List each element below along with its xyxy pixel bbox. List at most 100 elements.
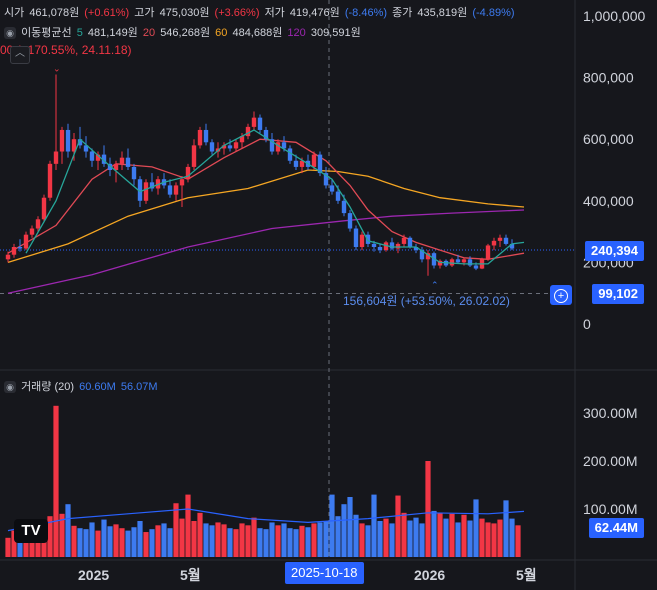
- candle-body: [65, 129, 71, 152]
- candle-body: [371, 243, 377, 247]
- high-label: 고가: [134, 7, 155, 19]
- price-tick-label: 600,000: [583, 131, 634, 147]
- candle-body: [83, 145, 89, 152]
- candle-body: [341, 200, 347, 214]
- candle-body: [203, 129, 209, 143]
- volume-bar: [443, 518, 449, 557]
- volume-bar: [431, 510, 437, 557]
- volume-bar: [509, 518, 515, 557]
- price-tick-label: 1,000,000: [583, 8, 645, 24]
- eye-icon[interactable]: ◉: [4, 27, 16, 40]
- candle-body: [11, 247, 17, 255]
- candle-body: [77, 139, 83, 146]
- volume-bar: [281, 523, 287, 557]
- candle-body: [269, 139, 275, 152]
- candle-body: [419, 250, 425, 260]
- candle-body: [149, 182, 155, 189]
- candle-body: [509, 243, 515, 249]
- volume-bar: [185, 494, 191, 557]
- candle-body: [299, 160, 305, 167]
- price-tick-label: 800,000: [583, 70, 634, 86]
- candle-body: [89, 151, 95, 161]
- candle-body: [53, 151, 59, 164]
- volume-bar: [143, 532, 149, 557]
- high-marker-arrow: ⌄: [53, 64, 61, 74]
- candle-body: [437, 260, 443, 266]
- candle-body: [257, 117, 263, 130]
- candle-body: [107, 163, 113, 170]
- candle-body: [47, 163, 53, 198]
- high-pct: (+3.66%): [214, 7, 260, 19]
- candle-body: [35, 219, 41, 229]
- volume-bar: [491, 523, 497, 557]
- volume-bar: [383, 518, 389, 557]
- close-label: 종가: [392, 7, 413, 19]
- ma5-value: 481,149원: [87, 27, 138, 39]
- volume-bar: [365, 525, 371, 557]
- volume-bar: [311, 523, 317, 557]
- candle-body: [209, 142, 215, 152]
- volume-ma1: 60.60M: [79, 381, 116, 393]
- candle-body: [17, 247, 23, 249]
- candle-body: [365, 234, 371, 244]
- candle-body: [455, 259, 461, 263]
- volume-bar: [515, 525, 521, 557]
- ma60-period: 60: [215, 27, 228, 39]
- candle-body: [347, 213, 353, 229]
- volume-bar: [179, 518, 185, 557]
- volume-bar: [251, 517, 257, 557]
- ma5-line: [25, 129, 525, 265]
- volume-bar: [329, 494, 335, 557]
- candle-body: [461, 259, 467, 263]
- close-pct: (-4.89%): [472, 7, 515, 19]
- candle-body: [167, 185, 173, 195]
- ohlc-legend: 시가 461,078원 (+0.61%) 고가 475,030원 (+3.66%…: [4, 4, 517, 20]
- volume-bar: [173, 503, 179, 557]
- volume-bar: [287, 528, 293, 557]
- volume-bar: [107, 526, 113, 557]
- candle-body: [287, 148, 293, 161]
- volume-bar: [377, 521, 383, 557]
- candle-body: [485, 245, 491, 260]
- chevron-up-icon[interactable]: ︿: [10, 46, 30, 64]
- ma120-line: [7, 209, 525, 294]
- last-price-badge: 240,394: [585, 241, 644, 261]
- volume-bar: [215, 522, 221, 557]
- candle-body: [407, 237, 413, 247]
- volume-bar: [245, 525, 251, 557]
- volume-bar: [299, 525, 305, 557]
- low-value: 419,476원: [289, 7, 340, 19]
- volume-bar: [359, 523, 365, 557]
- candle-body: [317, 154, 323, 174]
- volume-bar: [137, 521, 143, 557]
- volume-bar: [125, 530, 131, 557]
- open-pct: (+0.61%): [84, 7, 130, 19]
- volume-bar: [155, 525, 161, 557]
- ma120-period: 120: [287, 27, 306, 39]
- high-marker-label: 00 (+170.55%, 24.11.18): [0, 43, 132, 57]
- candle-body: [275, 142, 281, 152]
- candle-body: [353, 228, 359, 247]
- volume-bar: [437, 512, 443, 557]
- candle-body: [143, 182, 149, 201]
- x-tick-label: 5월: [180, 567, 201, 583]
- volume-bar: [275, 525, 281, 557]
- eye-icon-volume[interactable]: ◉: [4, 381, 16, 394]
- volume-bar: [425, 461, 431, 557]
- volume-bar: [389, 523, 395, 557]
- candle-body: [311, 154, 317, 167]
- volume-bar: [485, 522, 491, 557]
- candle-body: [227, 145, 233, 149]
- volume-tick-label: 100.00M: [583, 501, 637, 517]
- plus-circle-icon[interactable]: +: [550, 285, 572, 305]
- close-value: 435,819원: [417, 7, 468, 19]
- ma120-value: 309,591원: [310, 27, 361, 39]
- open-value: 461,078원: [29, 7, 80, 19]
- candle-body: [245, 126, 251, 137]
- ma60-value: 484,688원: [232, 27, 283, 39]
- volume-bar: [503, 500, 509, 557]
- candle-body: [23, 234, 29, 249]
- volume-bar: [209, 525, 215, 557]
- volume-bar: [449, 513, 455, 557]
